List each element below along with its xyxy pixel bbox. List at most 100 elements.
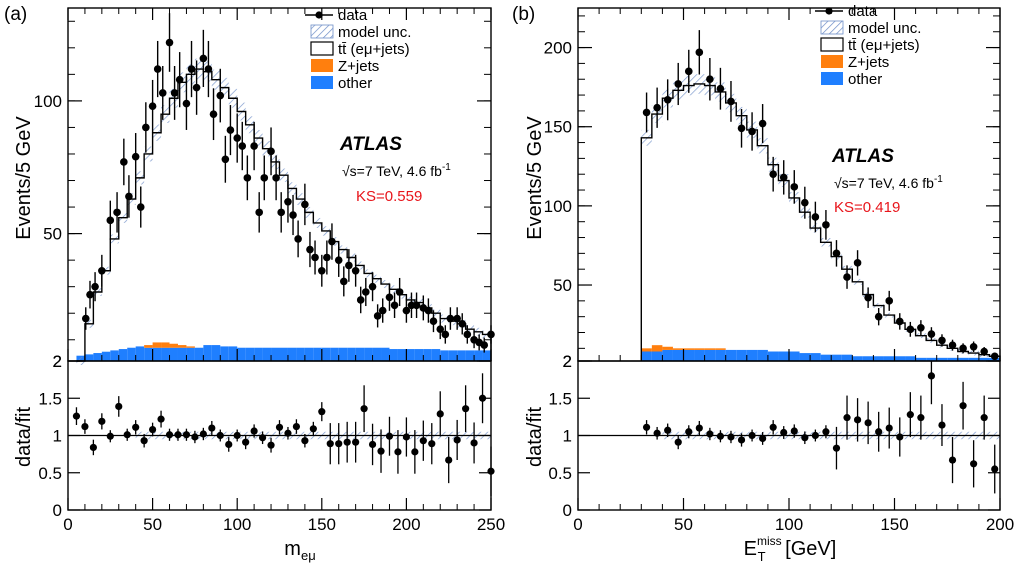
ratio-point-a xyxy=(250,427,258,435)
y-axis-label-a: Events/5 GeV xyxy=(13,116,35,240)
ratio-point-a xyxy=(81,422,89,431)
other-bar-b xyxy=(968,357,979,361)
data-point-a xyxy=(260,174,269,182)
data-point-b xyxy=(917,323,925,332)
legend-zjets-label-b: Z+jets xyxy=(848,54,889,71)
other-bar-a xyxy=(397,349,407,361)
data-point-a xyxy=(86,290,94,299)
ratio-point-b xyxy=(769,423,777,431)
data-point-a xyxy=(91,282,99,291)
data-point-a xyxy=(356,296,365,304)
data-point-a xyxy=(311,253,319,262)
ratio-point-b xyxy=(938,421,946,429)
data-point-a xyxy=(361,288,370,296)
data-point-a xyxy=(120,158,128,166)
other-bar-a xyxy=(431,349,441,361)
other-bar-a xyxy=(279,347,288,361)
other-bar-a xyxy=(118,349,128,361)
data-point-b xyxy=(769,170,777,179)
data-point-a xyxy=(385,293,394,302)
data-point-b xyxy=(663,96,672,104)
ratio-point-b xyxy=(927,372,936,380)
data-point-a xyxy=(301,200,309,209)
ratio-point-a xyxy=(301,437,309,445)
y-tick-label-b: 100 xyxy=(544,197,572,216)
ratio-point-b xyxy=(896,433,904,441)
ratio-point-b xyxy=(843,414,851,422)
other-bar-b xyxy=(672,349,684,361)
ks-label-a: KS=0.559 xyxy=(356,188,422,205)
ratio-point-b xyxy=(780,428,788,437)
ratio-point-b xyxy=(642,423,651,431)
y-tick-label-a: 2 xyxy=(53,352,62,371)
legend-other-swatch-b xyxy=(821,72,843,85)
data-point-a xyxy=(255,208,263,217)
data-point-a xyxy=(192,83,201,92)
data-point-a xyxy=(345,261,353,270)
data-point-b xyxy=(684,67,693,76)
other-bar-b xyxy=(683,349,695,361)
ratio-point-a xyxy=(208,424,216,432)
ratio-point-b xyxy=(885,424,893,432)
zjets-bar-b xyxy=(662,346,673,350)
data-point-b xyxy=(695,48,704,57)
data-point-a xyxy=(148,102,157,111)
data-point-a xyxy=(221,155,230,164)
data-point-a xyxy=(390,301,399,310)
other-bar-b xyxy=(662,349,673,361)
other-bar-a xyxy=(440,350,449,361)
other-bar-b xyxy=(883,356,895,361)
zjets-bar-b xyxy=(641,348,652,352)
data-point-a xyxy=(226,126,235,134)
y-axis-label-b: Events/5 GeV xyxy=(524,116,546,240)
data-point-a xyxy=(243,174,252,182)
other-bar-a xyxy=(169,347,178,361)
data-point-b xyxy=(980,347,988,356)
other-bar-a xyxy=(482,350,491,361)
zjets-bar-a xyxy=(161,342,170,348)
data-point-a xyxy=(395,288,404,296)
other-bar-b xyxy=(778,351,789,361)
ratio-point-a xyxy=(445,456,453,464)
data-point-a xyxy=(81,314,90,323)
other-bar-b xyxy=(915,357,927,361)
ratio-y-tick-label-a: 0 xyxy=(53,501,62,520)
data-point-b xyxy=(706,75,714,84)
data-point-b xyxy=(843,273,851,281)
ratio-y-tick-label-a: 1.5 xyxy=(38,389,62,408)
ratio-point-b xyxy=(685,428,693,436)
legend-unc-swatch-a xyxy=(310,24,334,39)
data-point-b xyxy=(779,173,788,182)
ratio-point-a xyxy=(352,438,360,446)
other-bar-b xyxy=(725,349,737,361)
data-point-a xyxy=(187,65,196,73)
data-point-a xyxy=(289,211,297,219)
legend-zjets-swatch-a xyxy=(311,59,333,72)
other-bar-b xyxy=(831,354,842,361)
data-point-a xyxy=(113,208,121,217)
ratio-point-a xyxy=(318,408,326,416)
data-point-a xyxy=(294,235,302,243)
other-bar-b xyxy=(820,354,832,361)
legend-unc-label-b: model unc. xyxy=(848,20,921,37)
data-point-a xyxy=(436,325,445,333)
panel-label-b: (b) xyxy=(512,4,535,25)
other-bar-b xyxy=(852,356,863,361)
data-point-a xyxy=(142,123,150,132)
ratio-point-a xyxy=(165,431,174,439)
energy-sup-a: -1 xyxy=(442,162,451,173)
other-bar-a xyxy=(330,347,339,361)
legend-zjets-label-a: Z+jets xyxy=(338,58,379,75)
data-point-b xyxy=(959,344,967,353)
energy-sup-b: -1 xyxy=(934,174,943,185)
data-point-b xyxy=(801,198,809,207)
other-bar-b xyxy=(746,349,758,361)
other-bar-a xyxy=(177,347,187,361)
data-point-a xyxy=(136,203,145,211)
other-bar-b xyxy=(757,349,768,361)
legend-b: data model unc. tt̄ (eμ+jets) Z+jets oth… xyxy=(815,3,921,88)
other-bar-a xyxy=(203,345,212,361)
ratio-point-a xyxy=(233,431,241,440)
